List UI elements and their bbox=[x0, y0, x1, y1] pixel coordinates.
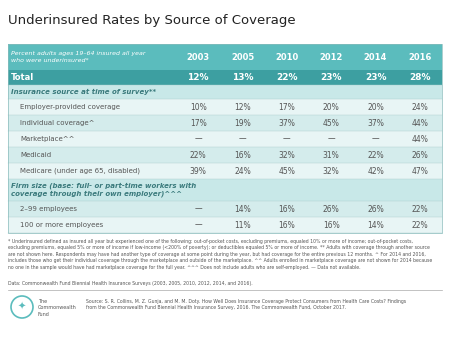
Text: 13%: 13% bbox=[232, 73, 253, 82]
Text: —: — bbox=[194, 220, 202, 230]
Text: 45%: 45% bbox=[279, 167, 295, 175]
Text: 2010: 2010 bbox=[275, 52, 298, 62]
Text: 42%: 42% bbox=[367, 167, 384, 175]
Text: 47%: 47% bbox=[411, 167, 428, 175]
Text: 2012: 2012 bbox=[320, 52, 343, 62]
Bar bbox=[8, 85, 442, 99]
Text: 2016: 2016 bbox=[408, 52, 432, 62]
Bar bbox=[8, 217, 442, 233]
Text: Insurance source at time of survey**: Insurance source at time of survey** bbox=[11, 89, 156, 95]
Text: 22%: 22% bbox=[411, 220, 428, 230]
Text: 14%: 14% bbox=[367, 220, 384, 230]
Text: 37%: 37% bbox=[279, 119, 295, 127]
Text: Firm size (base: full- or part-time workers with
coverage through their own empl: Firm size (base: full- or part-time work… bbox=[11, 183, 196, 197]
Bar bbox=[8, 179, 442, 201]
Text: 16%: 16% bbox=[234, 150, 251, 160]
Text: 14%: 14% bbox=[234, 204, 251, 214]
Text: 2005: 2005 bbox=[231, 52, 254, 62]
Text: Source: S. R. Collins, M. Z. Gunja, and M. M. Doty. How Well Does Insurance Cove: Source: S. R. Collins, M. Z. Gunja, and … bbox=[86, 299, 406, 310]
Text: Medicaid: Medicaid bbox=[20, 152, 51, 158]
Text: 45%: 45% bbox=[323, 119, 340, 127]
Text: 19%: 19% bbox=[234, 119, 251, 127]
Text: 16%: 16% bbox=[279, 220, 295, 230]
Text: Marketplace^^: Marketplace^^ bbox=[20, 136, 75, 142]
Bar bbox=[8, 70, 442, 85]
Text: 32%: 32% bbox=[323, 167, 340, 175]
Text: 22%: 22% bbox=[276, 73, 297, 82]
Text: —: — bbox=[327, 135, 335, 144]
Text: 12%: 12% bbox=[234, 102, 251, 112]
Bar bbox=[8, 44, 442, 233]
Bar bbox=[8, 147, 442, 163]
Text: 26%: 26% bbox=[323, 204, 340, 214]
Text: 22%: 22% bbox=[411, 204, 428, 214]
Text: 44%: 44% bbox=[411, 135, 428, 144]
Text: 23%: 23% bbox=[365, 73, 386, 82]
Text: —: — bbox=[238, 135, 246, 144]
Text: Percent adults ages 19–64 insured all year
who were underinsured*: Percent adults ages 19–64 insured all ye… bbox=[11, 51, 145, 63]
Text: 26%: 26% bbox=[367, 204, 384, 214]
Text: 16%: 16% bbox=[279, 204, 295, 214]
Text: Employer-provided coverage: Employer-provided coverage bbox=[20, 104, 120, 110]
Text: 22%: 22% bbox=[367, 150, 384, 160]
Text: 44%: 44% bbox=[411, 119, 428, 127]
Text: 28%: 28% bbox=[409, 73, 431, 82]
Bar bbox=[8, 44, 442, 70]
Text: ✦: ✦ bbox=[18, 302, 26, 312]
Text: Individual coverage^: Individual coverage^ bbox=[20, 120, 94, 126]
Text: Total: Total bbox=[11, 73, 34, 82]
Bar bbox=[8, 99, 442, 115]
Text: 11%: 11% bbox=[234, 220, 251, 230]
Text: 16%: 16% bbox=[323, 220, 340, 230]
Text: 17%: 17% bbox=[279, 102, 295, 112]
Text: —: — bbox=[372, 135, 379, 144]
Text: —: — bbox=[194, 204, 202, 214]
Text: 17%: 17% bbox=[190, 119, 207, 127]
Text: The
Commonwealth
Fund: The Commonwealth Fund bbox=[38, 299, 77, 317]
Text: 2–99 employees: 2–99 employees bbox=[20, 206, 77, 212]
Text: 24%: 24% bbox=[234, 167, 251, 175]
Text: —: — bbox=[283, 135, 291, 144]
Text: 24%: 24% bbox=[411, 102, 428, 112]
Text: Medicare (under age 65, disabled): Medicare (under age 65, disabled) bbox=[20, 168, 140, 174]
Text: 2003: 2003 bbox=[187, 52, 210, 62]
Bar bbox=[8, 201, 442, 217]
Text: 2014: 2014 bbox=[364, 52, 387, 62]
Text: 37%: 37% bbox=[367, 119, 384, 127]
Text: 100 or more employees: 100 or more employees bbox=[20, 222, 103, 228]
Text: 32%: 32% bbox=[279, 150, 295, 160]
Text: 22%: 22% bbox=[190, 150, 207, 160]
Bar bbox=[8, 163, 442, 179]
Text: 26%: 26% bbox=[411, 150, 428, 160]
Text: 20%: 20% bbox=[367, 102, 384, 112]
Text: 23%: 23% bbox=[320, 73, 342, 82]
Text: Data: Commonwealth Fund Biennial Health Insurance Surveys (2003, 2005, 2010, 201: Data: Commonwealth Fund Biennial Health … bbox=[8, 281, 253, 286]
Text: 20%: 20% bbox=[323, 102, 340, 112]
Text: 12%: 12% bbox=[187, 73, 209, 82]
Text: 39%: 39% bbox=[190, 167, 207, 175]
Text: 31%: 31% bbox=[323, 150, 340, 160]
Bar bbox=[8, 131, 442, 147]
Text: Underinsured Rates by Source of Coverage: Underinsured Rates by Source of Coverage bbox=[8, 14, 296, 27]
Text: —: — bbox=[194, 135, 202, 144]
Text: * Underinsured defined as insured all year but experienced one of the following:: * Underinsured defined as insured all ye… bbox=[8, 239, 432, 270]
Bar bbox=[8, 115, 442, 131]
Text: 10%: 10% bbox=[190, 102, 207, 112]
